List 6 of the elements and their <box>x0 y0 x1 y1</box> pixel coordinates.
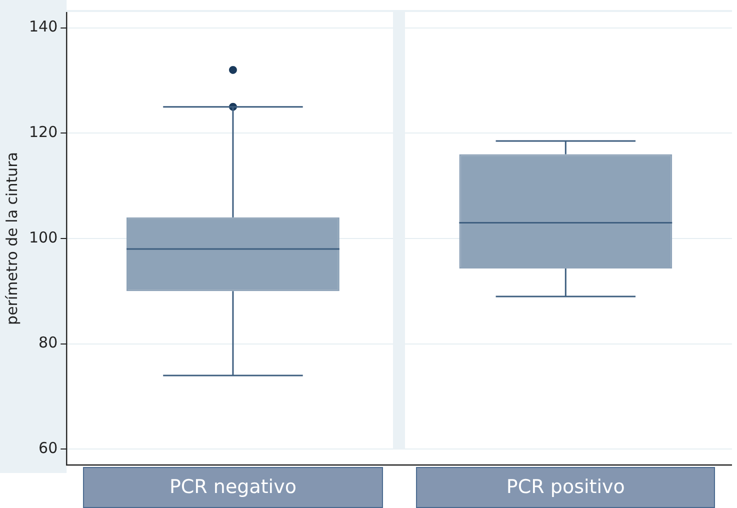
y-tick-label: 120 <box>28 123 58 142</box>
y-tick-label: 100 <box>28 228 58 246</box>
y-tick-label: 140 <box>28 18 58 36</box>
y-axis-title: perímetro de la cintura <box>2 152 21 325</box>
y-tick-label: 80 <box>38 334 58 352</box>
y-tick-label: 60 <box>38 439 58 458</box>
